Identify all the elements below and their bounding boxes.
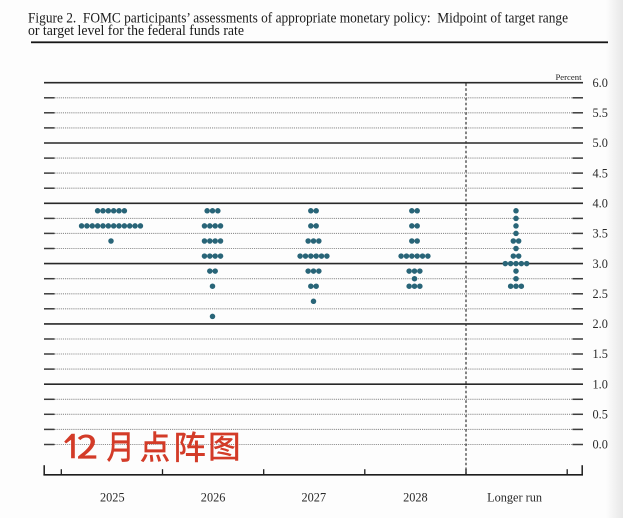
- svg-text:2027: 2027: [302, 491, 327, 505]
- svg-text:5.5: 5.5: [593, 106, 608, 120]
- svg-text:3.0: 3.0: [593, 257, 608, 271]
- svg-text:2028: 2028: [403, 491, 428, 505]
- svg-text:Longer run: Longer run: [487, 491, 542, 505]
- svg-text:0.0: 0.0: [593, 438, 608, 452]
- svg-text:2025: 2025: [100, 491, 125, 505]
- svg-text:1.0: 1.0: [593, 377, 608, 391]
- svg-text:3.5: 3.5: [593, 227, 608, 241]
- svg-text:2.0: 2.0: [593, 317, 608, 331]
- svg-text:4.5: 4.5: [593, 166, 608, 180]
- svg-text:0.5: 0.5: [593, 408, 608, 422]
- svg-text:5.0: 5.0: [593, 136, 608, 150]
- svg-text:or target level for the federa: or target level for the federal funds ra…: [28, 23, 244, 39]
- svg-text:Percent: Percent: [555, 72, 582, 82]
- svg-text:2.5: 2.5: [593, 287, 608, 301]
- svg-text:2026: 2026: [201, 491, 226, 505]
- svg-text:6.0: 6.0: [593, 76, 608, 90]
- svg-text:1.5: 1.5: [593, 347, 608, 361]
- svg-text:4.0: 4.0: [593, 197, 608, 211]
- svg-text:Figure 2. FOMC participants’ a: Figure 2. FOMC participants’ assessments…: [28, 11, 568, 27]
